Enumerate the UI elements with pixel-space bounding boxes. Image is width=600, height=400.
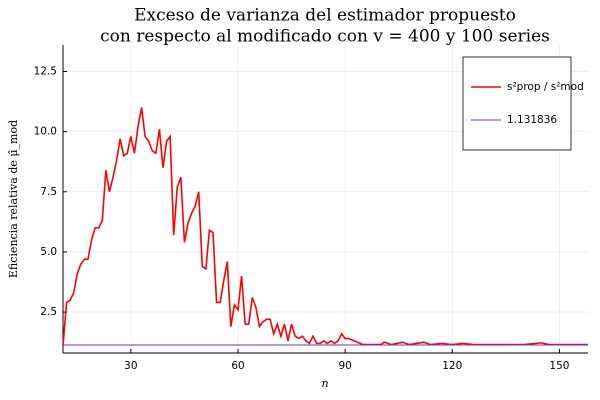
x-axis-label: n xyxy=(321,377,328,390)
y-tick-label: 2.5 xyxy=(40,306,57,318)
y-tick-label: 5.0 xyxy=(40,246,57,258)
y-tick-label: 7.5 xyxy=(40,186,57,198)
y-axis-label: Eficiencia relativa de μ̂_mod xyxy=(7,120,20,278)
data-line xyxy=(62,107,588,346)
x-tick-label: 150 xyxy=(549,360,569,372)
x-tick-label: 30 xyxy=(124,360,137,372)
x-tick-label: 120 xyxy=(442,360,462,372)
x-tick-label: 90 xyxy=(338,360,351,372)
y-tick-label: 10.0 xyxy=(34,126,57,138)
legend-box xyxy=(462,56,572,151)
chart-title: con respecto al modificado con v = 400 y… xyxy=(100,27,550,47)
x-tick-label: 60 xyxy=(231,360,244,372)
legend-label: 1.131836 xyxy=(507,114,557,126)
chart-title: Exceso de varianza del estimador propues… xyxy=(134,6,516,26)
y-tick-label: 12.5 xyxy=(34,65,57,77)
legend-label: s²prop / s²mod xyxy=(507,81,584,93)
